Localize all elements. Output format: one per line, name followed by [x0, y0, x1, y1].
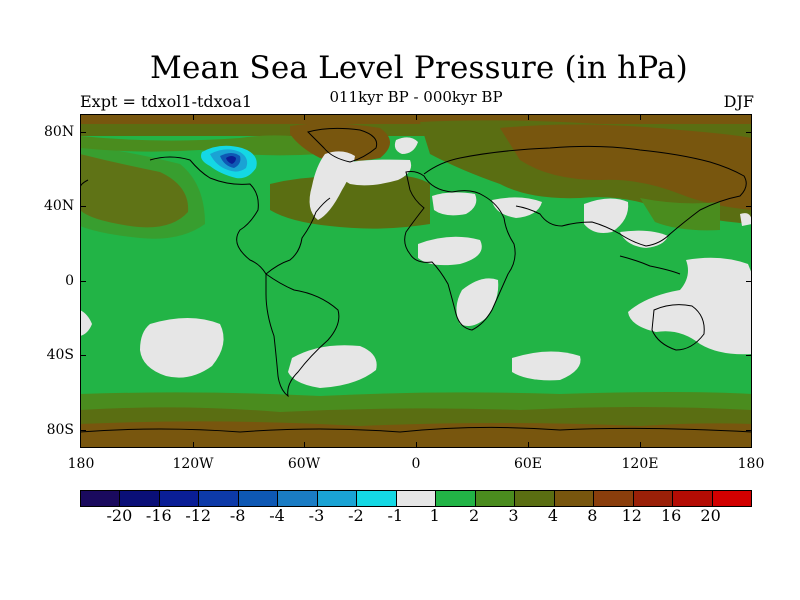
- colorbar-segment: [436, 491, 476, 506]
- map-frame: [80, 114, 752, 448]
- y-tick-right: [746, 132, 752, 133]
- y-tick-right: [746, 281, 752, 282]
- colorbar-label: 3: [508, 506, 519, 525]
- colorbar-segment: [594, 491, 634, 506]
- x-tick: [528, 442, 529, 448]
- colorbar-label: -12: [185, 506, 212, 525]
- colorbar: [80, 490, 752, 507]
- east-asia-green: [640, 198, 720, 231]
- colorbar-segment: [81, 491, 121, 506]
- colorbar-label: 1: [429, 506, 440, 525]
- colorbar-segment: [673, 491, 713, 506]
- north-atlantic-high: [270, 175, 430, 229]
- y-label-0: 0: [65, 273, 74, 289]
- colorbar-segment: [238, 491, 279, 506]
- colorbar-label: 12: [621, 506, 642, 525]
- colorbar-label: -16: [145, 506, 172, 525]
- colorbar-label: 8: [587, 506, 598, 525]
- x-tick: [304, 442, 305, 448]
- grey-greenland-sea: [394, 137, 418, 154]
- x-tick-top: [304, 114, 305, 120]
- grey-east-pacific-edge: [80, 310, 92, 336]
- colorbar-segment: [475, 491, 516, 506]
- grey-east-edge: [740, 213, 752, 226]
- north-dark-green-band: [80, 135, 320, 156]
- period-label: 011kyr BP - 000kyr BP: [329, 88, 503, 106]
- x-label-180w: 180: [67, 456, 95, 472]
- grey-north-atlantic: [336, 159, 412, 186]
- colorbar-segment: [633, 491, 674, 506]
- x-label-120w: 120W: [172, 456, 214, 472]
- x-label-60e: 60E: [513, 456, 543, 472]
- colorbar-label: -8: [229, 506, 246, 525]
- x-label-120e: 120E: [621, 456, 659, 472]
- colorbar-segment: [120, 491, 160, 506]
- antarctic-high: [80, 421, 752, 448]
- x-tick: [640, 442, 641, 448]
- colorbar-label: 2: [469, 506, 480, 525]
- grey-madagascar: [456, 278, 499, 326]
- colorbar-segment: [554, 491, 595, 506]
- colorbar-segment: [357, 491, 397, 506]
- x-label-60w: 60W: [287, 456, 321, 472]
- grey-africa: [418, 236, 482, 266]
- colorbar-segment: [159, 491, 200, 506]
- coastlines: [80, 127, 752, 433]
- eurasia-high: [500, 124, 752, 210]
- x-label-180e: 180: [737, 456, 765, 472]
- y-label-80s: 80S: [46, 422, 74, 438]
- chart-title: Mean Sea Level Pressure (in hPa): [150, 50, 688, 86]
- y-label-40s: 40S: [46, 347, 74, 363]
- x-label-0: 0: [411, 456, 421, 472]
- colorbar-label: 16: [660, 506, 682, 525]
- colorbar-segment: [199, 491, 239, 506]
- colorbar-segment: [712, 491, 751, 506]
- experiment-label: Expt = tdxol1-tdxoa1: [80, 92, 253, 111]
- x-tick: [193, 442, 194, 448]
- colorbar-segment: [515, 491, 555, 506]
- colorbar-label: -20: [106, 506, 133, 525]
- season-label: DJF: [723, 92, 754, 111]
- x-tick-top: [193, 114, 194, 120]
- x-tick: [416, 442, 417, 448]
- colorbar-label: -2: [348, 506, 364, 525]
- y-tick: [80, 281, 86, 282]
- colorbar-label: -3: [308, 506, 325, 525]
- y-tick: [80, 430, 86, 431]
- colorbar-segment: [396, 491, 437, 506]
- x-tick-top: [528, 114, 529, 120]
- y-label-40n: 40N: [44, 198, 75, 214]
- greenland-high: [290, 123, 390, 161]
- colorbar-label: 4: [547, 506, 559, 525]
- low-center: [226, 156, 236, 164]
- y-tick-right: [746, 206, 752, 207]
- y-tick: [80, 206, 86, 207]
- y-tick: [80, 132, 86, 133]
- north-pacific-ring: [80, 144, 205, 239]
- colorbar-segment: [317, 491, 358, 506]
- grey-east-asia: [584, 198, 629, 233]
- y-tick-right: [746, 430, 752, 431]
- x-tick-top: [640, 114, 641, 120]
- grey-indian-ocean: [512, 351, 581, 381]
- colorbar-label: -1: [387, 506, 404, 525]
- pressure-map: [80, 114, 752, 448]
- y-tick: [80, 355, 86, 356]
- y-label-80n: 80N: [44, 124, 75, 140]
- grey-mediterranean: [432, 192, 477, 216]
- grey-south-pacific: [140, 318, 224, 378]
- colorbar-segment: [278, 491, 318, 506]
- x-tick-top: [416, 114, 417, 120]
- grey-south-atlantic: [288, 345, 377, 388]
- y-tick-right: [746, 355, 752, 356]
- colorbar-label: -4: [269, 506, 285, 525]
- grey-middle-east: [492, 197, 542, 218]
- colorbar-label: 20: [700, 506, 721, 525]
